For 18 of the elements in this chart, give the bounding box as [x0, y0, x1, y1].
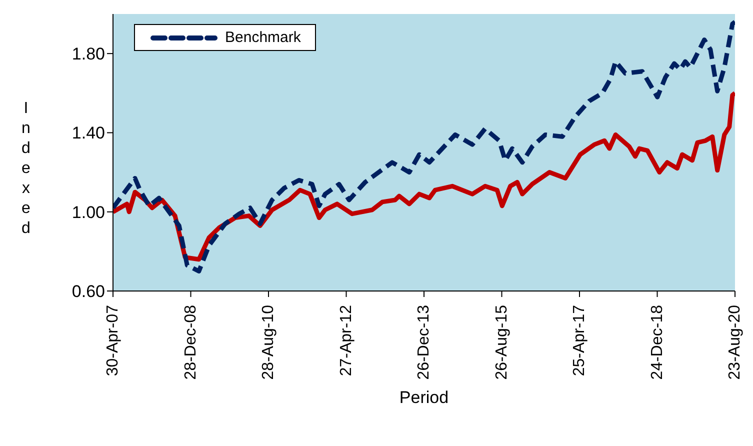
x-tick-label: 24-Dec-18	[648, 304, 666, 380]
line-series	[113, 20, 735, 274]
line-series	[113, 90, 735, 262]
x-tick-label: 23-Aug-20	[726, 304, 744, 380]
y-tick-label: 1.80	[72, 44, 105, 64]
x-axis-title: Period	[399, 388, 449, 407]
x-tick-label: 26-Dec-13	[416, 304, 432, 380]
x-tick-label: 28-Aug-10	[260, 304, 277, 380]
y-tick-label: 1.00	[72, 202, 105, 222]
x-tick-label: 25-Apr-17	[571, 304, 588, 376]
x-tick-label: 28-Dec-08	[182, 304, 200, 380]
y-tick-label: 0.60	[72, 282, 105, 302]
x-tick-label: 30-Apr-07	[104, 304, 122, 376]
y-tick-label: 1.40	[72, 124, 105, 143]
x-tick-label: 27-Apr-12	[338, 304, 355, 376]
x-tick-label: 26-Aug-15	[493, 304, 510, 380]
legend-label: Benchmark	[225, 29, 301, 46]
y-axis-title: Indexed	[22, 100, 31, 237]
